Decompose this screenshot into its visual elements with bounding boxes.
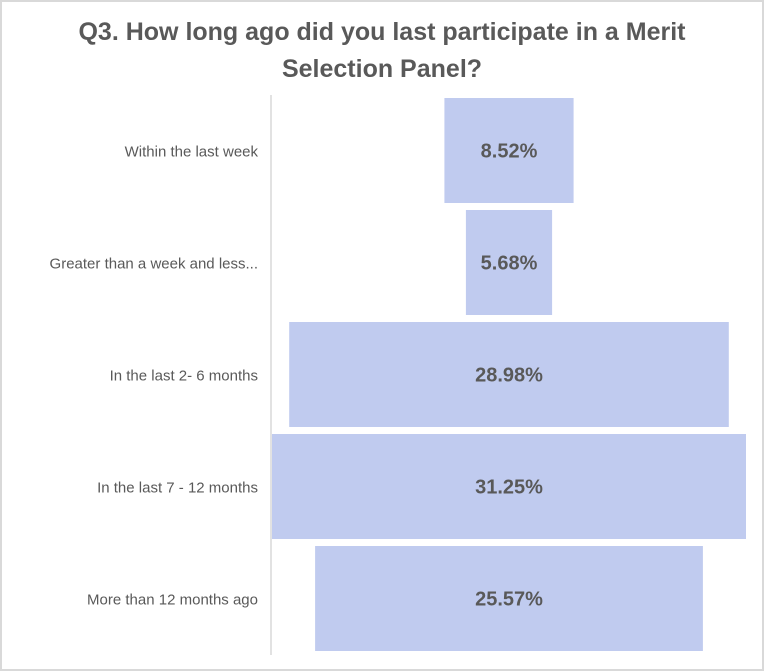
category-label: Within the last week [125,144,259,161]
chart-title-line-1: Q3. How long ago did you last participat… [78,18,686,46]
funnel-bar [272,434,746,539]
data-label: 31.25% [475,477,543,499]
data-label: 8.52% [481,141,538,163]
funnel-bar [289,322,729,427]
chart-title-line-2: Selection Panel? [281,55,483,83]
category-label: In the last 7 - 12 months [97,480,258,497]
category-label: More than 12 months ago [87,592,258,609]
funnel-bar [465,210,553,315]
data-label: 25.57% [475,589,543,611]
funnel-bar [315,546,703,651]
category-label: Greater than a week and less... [50,256,258,273]
category-label: In the last 2- 6 months [110,368,258,385]
funnel-bar [444,98,574,203]
data-label: 5.68% [481,253,538,275]
data-label: 28.98% [475,365,543,387]
